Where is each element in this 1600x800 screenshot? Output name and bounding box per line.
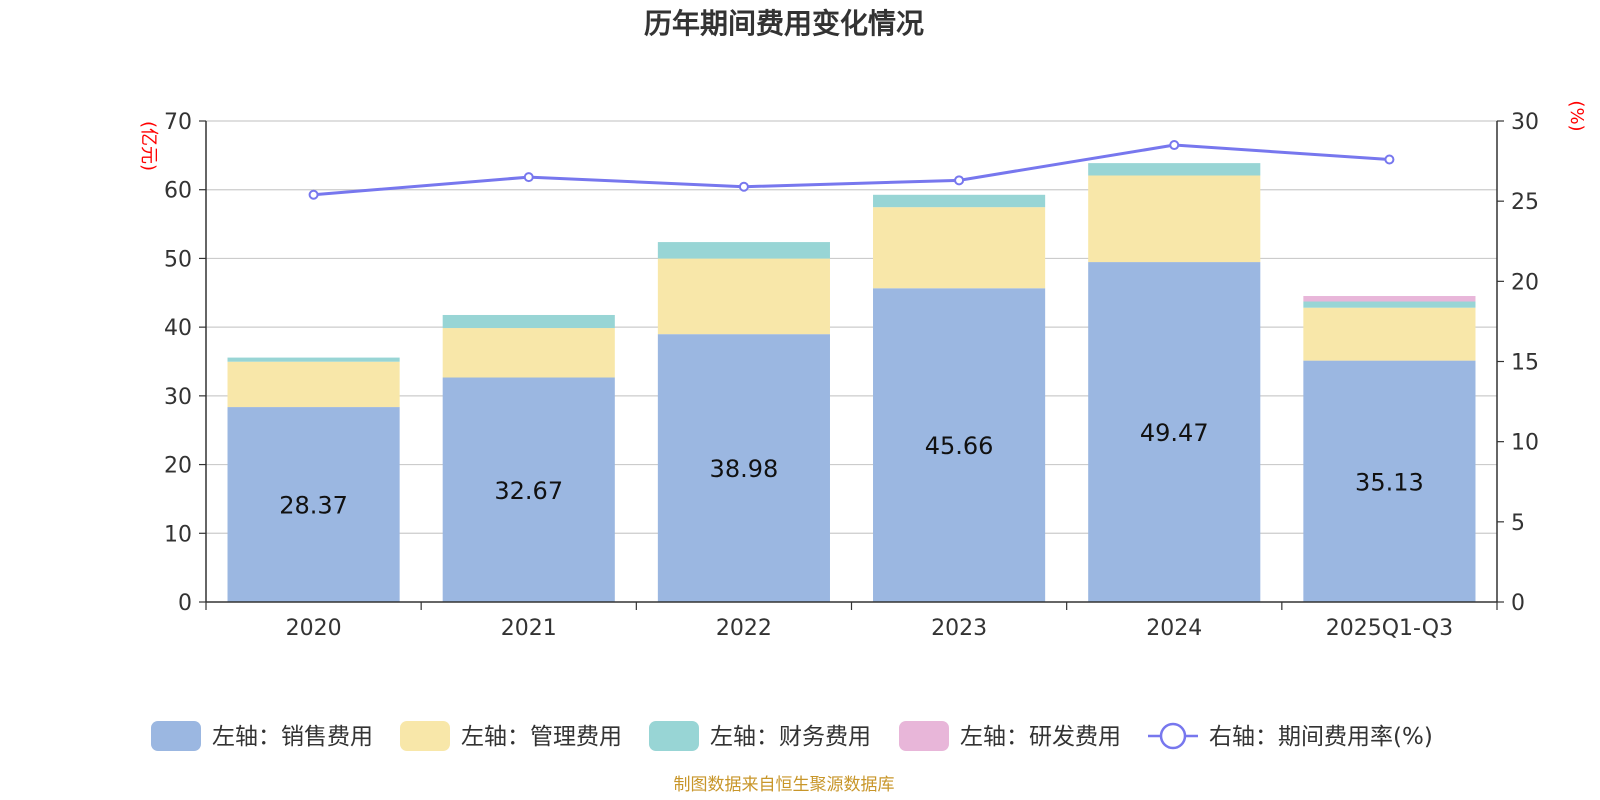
legend-label[interactable]: 左轴：财务费用 xyxy=(710,724,871,750)
bar-segment[interactable] xyxy=(442,314,615,329)
bar-data-label: 32.67 xyxy=(494,477,563,505)
right-tick-label: 20 xyxy=(1511,270,1539,295)
rate-point[interactable] xyxy=(1169,140,1180,151)
x-tick-label: 2021 xyxy=(501,616,557,641)
bar-data-label: 35.13 xyxy=(1355,468,1424,496)
line-series xyxy=(308,140,1395,200)
bar-segment[interactable] xyxy=(1303,301,1476,308)
bar-segment[interactable] xyxy=(1088,262,1261,602)
legend-line-marker[interactable] xyxy=(1159,722,1187,750)
x-tick-label: 2025Q1-Q3 xyxy=(1326,616,1453,641)
x-tick-label: 2024 xyxy=(1146,616,1202,641)
legend-label[interactable]: 右轴：期间费用率(%) xyxy=(1209,724,1433,750)
left-tick-label: 10 xyxy=(164,522,192,547)
bar-segment[interactable] xyxy=(873,194,1046,208)
left-tick-label: 60 xyxy=(164,179,192,204)
right-tick-label: 10 xyxy=(1511,431,1539,456)
legend-swatch[interactable] xyxy=(151,721,201,751)
right-tick-label: 15 xyxy=(1511,351,1539,376)
left-axis-unit: (亿元) xyxy=(138,121,159,171)
right-axis-unit: (%) xyxy=(1566,100,1587,131)
bar-segment[interactable] xyxy=(873,288,1046,602)
rate-line xyxy=(313,143,1390,197)
left-tick-label: 20 xyxy=(164,454,192,479)
x-tick-label: 2020 xyxy=(286,616,342,641)
bar-data-label: 28.37 xyxy=(279,492,348,520)
right-tick-label: 0 xyxy=(1511,591,1525,616)
chart-title: 历年期间费用变化情况 xyxy=(644,7,924,40)
rate-point[interactable] xyxy=(1384,154,1395,165)
legend[interactable]: 左轴：销售费用 左轴：管理费用 左轴：财务费用 左轴：研发费用 右轴：期间费用率(%) xyxy=(151,721,1433,751)
legend-label[interactable]: 左轴：销售费用 xyxy=(212,724,373,750)
rate-point[interactable] xyxy=(954,175,965,186)
legend-label[interactable]: 左轴：管理费用 xyxy=(461,724,622,750)
legend-swatch[interactable] xyxy=(899,721,949,751)
bar-segment[interactable] xyxy=(1303,296,1476,302)
bar-segment[interactable] xyxy=(1088,163,1261,176)
bar-segment[interactable] xyxy=(227,407,400,602)
bar-segment[interactable] xyxy=(1088,175,1261,263)
grid-lines xyxy=(206,120,1497,534)
legend-swatch[interactable] xyxy=(649,721,699,751)
x-tick-label: 2023 xyxy=(931,616,987,641)
bar-data-label: 45.66 xyxy=(925,432,994,460)
axes: 0 10 20 30 40 50 60 70 0 5 10 15 20 25 30 2020 2021 2022 2… xyxy=(164,110,1539,641)
source-note: 制图数据来自恒生聚源数据库 xyxy=(674,775,895,795)
bar-segment[interactable] xyxy=(873,207,1046,289)
bar-segment[interactable] xyxy=(657,258,830,335)
rate-point[interactable] xyxy=(523,172,534,183)
bar-segment[interactable] xyxy=(1303,307,1476,361)
bar-segment[interactable] xyxy=(227,361,400,408)
bar-data-label: 38.98 xyxy=(710,455,779,483)
left-tick-label: 40 xyxy=(164,316,192,341)
bar-segment[interactable] xyxy=(657,242,830,259)
bar-segment[interactable] xyxy=(227,357,400,362)
rate-point[interactable] xyxy=(738,181,749,192)
right-tick-label: 30 xyxy=(1511,110,1539,135)
bar-segment[interactable] xyxy=(442,328,615,378)
legend-swatch[interactable] xyxy=(400,721,450,751)
right-tick-label: 25 xyxy=(1511,190,1539,215)
left-tick-label: 70 xyxy=(164,110,192,135)
bar-segment[interactable] xyxy=(657,334,830,602)
right-tick-label: 5 xyxy=(1511,511,1525,536)
rate-point[interactable] xyxy=(308,189,319,200)
bar-data-label: 49.47 xyxy=(1140,419,1209,447)
x-tick-label: 2022 xyxy=(716,616,772,641)
left-tick-label: 30 xyxy=(164,385,192,410)
bar-series: 28.37 32.67 38.98 45.66 49.47 35.13 xyxy=(227,163,1476,602)
bar-segment[interactable] xyxy=(442,377,615,602)
left-tick-label: 50 xyxy=(164,247,192,272)
legend-label[interactable]: 左轴：研发费用 xyxy=(960,724,1121,750)
left-tick-label: 0 xyxy=(178,591,192,616)
bar-segment[interactable] xyxy=(1303,360,1476,602)
